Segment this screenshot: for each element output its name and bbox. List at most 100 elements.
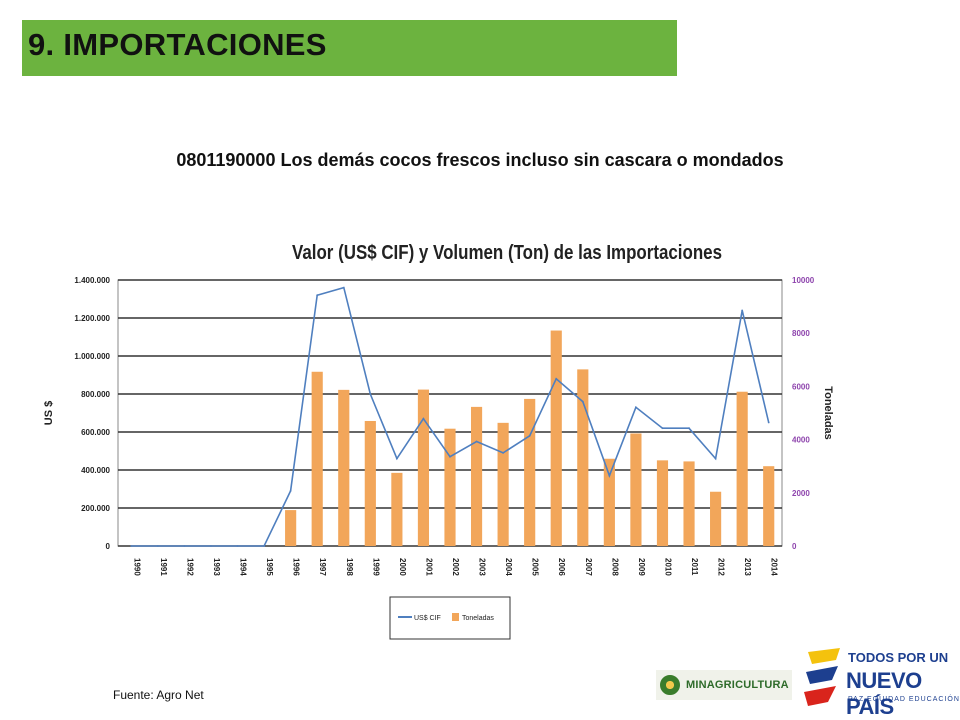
bar-toneladas	[470, 406, 483, 546]
y-tick-label: 1.400.000	[74, 276, 110, 285]
bar-toneladas	[417, 389, 430, 546]
point-us-cif	[263, 545, 265, 547]
y2-tick-label: 10000	[792, 276, 815, 285]
point-us-cif	[608, 474, 611, 477]
point-us-cif	[449, 455, 451, 458]
y2-tick-label: 6000	[792, 382, 810, 391]
point-us-cif	[342, 286, 345, 289]
y2-tick-label: 8000	[792, 329, 810, 338]
y-tick-label: 800.000	[81, 390, 110, 399]
seal-icon	[660, 675, 680, 695]
point-us-cif	[555, 377, 558, 380]
x-tick-label: 2004	[504, 558, 513, 576]
chart-title: Valor (US$ CIF) y Volumen (Ton) de las I…	[292, 242, 722, 264]
minagricultura-logo: MINAGRICULTURA	[656, 670, 792, 700]
y2-axis-label: Toneladas	[822, 386, 834, 440]
point-us-cif	[502, 452, 505, 454]
legend-label-toneladas: Toneladas	[462, 615, 494, 622]
y-tick-label: 600.000	[81, 428, 110, 437]
x-tick-label: 1990	[132, 558, 141, 576]
point-us-cif	[183, 545, 186, 547]
y-axis-label: US $	[43, 401, 55, 425]
legend-label-us-cif: US$ CIF	[414, 615, 441, 622]
point-us-cif	[236, 545, 239, 547]
x-tick-label: 1992	[185, 558, 194, 576]
x-tick-label: 1994	[239, 558, 248, 576]
bar-toneladas	[364, 420, 376, 546]
bar-toneladas	[710, 491, 722, 546]
y-tick-label: 400.000	[81, 466, 110, 475]
x-tick-label: 2012	[717, 558, 726, 576]
point-us-cif	[316, 294, 319, 297]
x-tick-label: 2013	[743, 558, 752, 576]
x-tick-label: 2014	[770, 558, 779, 576]
x-tick-label: 2003	[478, 558, 487, 576]
bar-toneladas	[656, 460, 669, 546]
logo-line-1: TODOS POR UN	[848, 650, 949, 665]
point-us-cif	[581, 400, 584, 403]
x-tick-label: 2011	[690, 558, 699, 576]
point-us-cif	[395, 457, 398, 460]
logo-line-3: PAZ EQUIDAD EDUCACIÓN	[848, 696, 960, 703]
point-us-cif	[635, 406, 637, 409]
slide-title: 9. IMPORTACIONES	[28, 27, 327, 62]
header-bar	[0, 20, 677, 76]
bar-toneladas	[524, 398, 536, 546]
x-tick-label: 1991	[159, 558, 168, 576]
bar-toneladas	[444, 428, 456, 546]
bar-toneladas	[577, 369, 589, 546]
bar-toneladas	[497, 422, 509, 546]
bar-toneladas	[311, 371, 323, 546]
point-us-cif	[422, 417, 425, 420]
bar-toneladas	[285, 510, 297, 546]
legend-swatch-bar	[452, 613, 459, 621]
y-tick-label: 0	[106, 542, 111, 551]
x-tick-label: 1997	[318, 558, 327, 576]
x-tick-label: 2001	[424, 558, 433, 576]
x-tick-label: 2000	[398, 558, 407, 576]
point-us-cif	[741, 309, 744, 312]
y-tick-label: 1.000.000	[74, 352, 110, 361]
bar-toneladas	[391, 472, 403, 546]
x-tick-label: 2002	[451, 558, 460, 576]
source-note: Fuente: Agro Net	[113, 688, 204, 702]
x-tick-label: 2005	[531, 558, 540, 576]
y2-tick-label: 0	[792, 542, 797, 551]
point-us-cif	[156, 545, 159, 547]
point-us-cif	[130, 545, 133, 547]
bar-toneladas	[603, 458, 615, 546]
x-tick-label: 2006	[557, 558, 566, 576]
x-tick-label: 2007	[584, 558, 593, 576]
point-us-cif	[210, 545, 212, 547]
y-tick-label: 1.200.000	[74, 314, 110, 323]
todos-por-un-nuevo-pais-logo: TODOS POR UN NUEVO PAÍS PAZ EQUIDAD EDUC…	[800, 642, 960, 720]
bar-toneladas	[683, 461, 695, 546]
point-us-cif	[475, 440, 478, 443]
x-tick-label: 2009	[637, 558, 646, 576]
bar-toneladas	[630, 433, 642, 546]
x-tick-label: 1995	[265, 558, 274, 576]
x-tick-label: 2010	[663, 558, 672, 576]
logo-line-2: NUEVO PAÍS	[846, 668, 922, 719]
ministry-name: MINAGRICULTURA	[686, 679, 789, 691]
point-us-cif	[528, 434, 531, 437]
x-tick-label: 2008	[610, 558, 619, 576]
point-us-cif	[714, 457, 717, 460]
point-us-cif	[369, 393, 372, 395]
bar-toneladas	[763, 466, 775, 546]
y2-tick-label: 2000	[792, 489, 810, 498]
y-tick-label: 200.000	[81, 504, 110, 513]
x-tick-label: 1999	[371, 558, 380, 576]
point-us-cif	[688, 427, 690, 430]
x-tick-label: 1998	[345, 558, 354, 576]
colombia-flag-swoosh-icon	[804, 648, 840, 706]
slide-subtitle: 0801190000 Los demás cocos frescos inclu…	[176, 150, 784, 170]
x-tick-label: 1996	[292, 558, 301, 576]
point-us-cif	[661, 427, 664, 430]
bar-toneladas	[736, 391, 748, 546]
x-tick-label: 1993	[212, 558, 221, 576]
y2-tick-label: 4000	[792, 436, 810, 445]
bar-toneladas	[550, 330, 562, 546]
point-us-cif	[767, 421, 770, 424]
point-us-cif	[289, 490, 292, 492]
